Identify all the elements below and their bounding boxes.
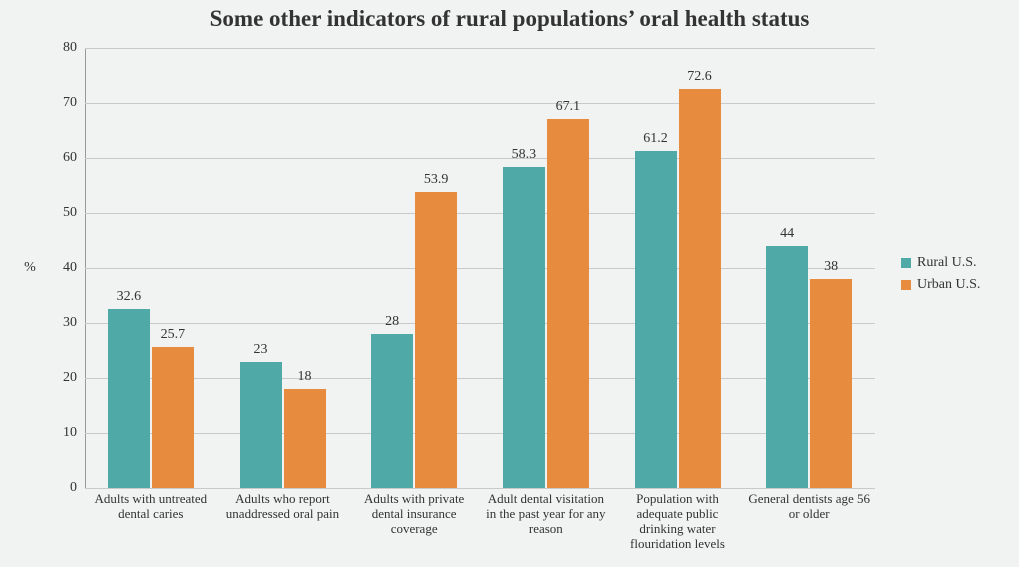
plot-area: 01020304050607080 32.625.723182853.958.3…	[85, 48, 875, 488]
bar-value-label: 23	[254, 342, 268, 362]
bar-urban: 72.6	[679, 89, 721, 488]
legend-item-rural: Rural U.S.	[901, 255, 980, 271]
bars-group: 32.625.723182853.958.367.161.272.64438	[85, 48, 875, 488]
y-tick-label: 0	[37, 480, 85, 496]
x-category-label: Adults with untreated dental caries	[89, 492, 213, 522]
bar-urban: 25.7	[152, 347, 194, 488]
legend: Rural U.S. Urban U.S.	[901, 255, 980, 299]
bar-rural: 44	[766, 246, 808, 488]
x-category-label: Adults who report unaddressed oral pain	[221, 492, 345, 522]
bar-rural: 58.3	[503, 167, 545, 488]
y-tick-label: 40	[37, 260, 85, 276]
bar-value-label: 61.2	[643, 131, 668, 151]
chart-title: Some other indicators of rural populatio…	[0, 6, 1019, 32]
x-category-label: Population with adequate public drinking…	[616, 492, 740, 552]
bar-urban: 67.1	[547, 119, 589, 488]
bar-rural: 23	[240, 362, 282, 489]
bar-value-label: 38	[824, 259, 838, 279]
bar-urban: 53.9	[415, 192, 457, 488]
y-tick-label: 10	[37, 425, 85, 441]
y-tick-label: 50	[37, 205, 85, 221]
bar-rural: 28	[371, 334, 413, 488]
x-category-label: Adult dental visitation in the past year…	[484, 492, 608, 537]
bar-value-label: 58.3	[512, 147, 537, 167]
bar-value-label: 72.6	[687, 69, 712, 89]
chart-container: Some other indicators of rural populatio…	[0, 0, 1019, 567]
legend-item-urban: Urban U.S.	[901, 277, 980, 293]
bar-rural: 32.6	[108, 309, 150, 488]
gridline	[85, 488, 875, 489]
bar-value-label: 28	[385, 314, 399, 334]
legend-label-urban: Urban U.S.	[917, 277, 980, 293]
legend-swatch-urban	[901, 280, 911, 290]
y-tick-label: 70	[37, 95, 85, 111]
bar-value-label: 32.6	[117, 289, 142, 309]
y-tick-label: 30	[37, 315, 85, 331]
legend-label-rural: Rural U.S.	[917, 255, 977, 271]
y-tick-label: 60	[37, 150, 85, 166]
legend-swatch-rural	[901, 258, 911, 268]
bar-value-label: 44	[780, 226, 794, 246]
y-tick-label: 80	[37, 40, 85, 56]
bar-value-label: 18	[298, 369, 312, 389]
bar-rural: 61.2	[635, 151, 677, 488]
bar-value-label: 67.1	[556, 99, 581, 119]
bar-value-label: 25.7	[161, 327, 186, 347]
bar-urban: 38	[810, 279, 852, 488]
x-category-label: Adults with private dental insurance cov…	[352, 492, 476, 537]
x-category-label: General dentists age 56 or older	[747, 492, 871, 522]
y-tick-label: 20	[37, 370, 85, 386]
bar-value-label: 53.9	[424, 172, 449, 192]
bar-urban: 18	[284, 389, 326, 488]
